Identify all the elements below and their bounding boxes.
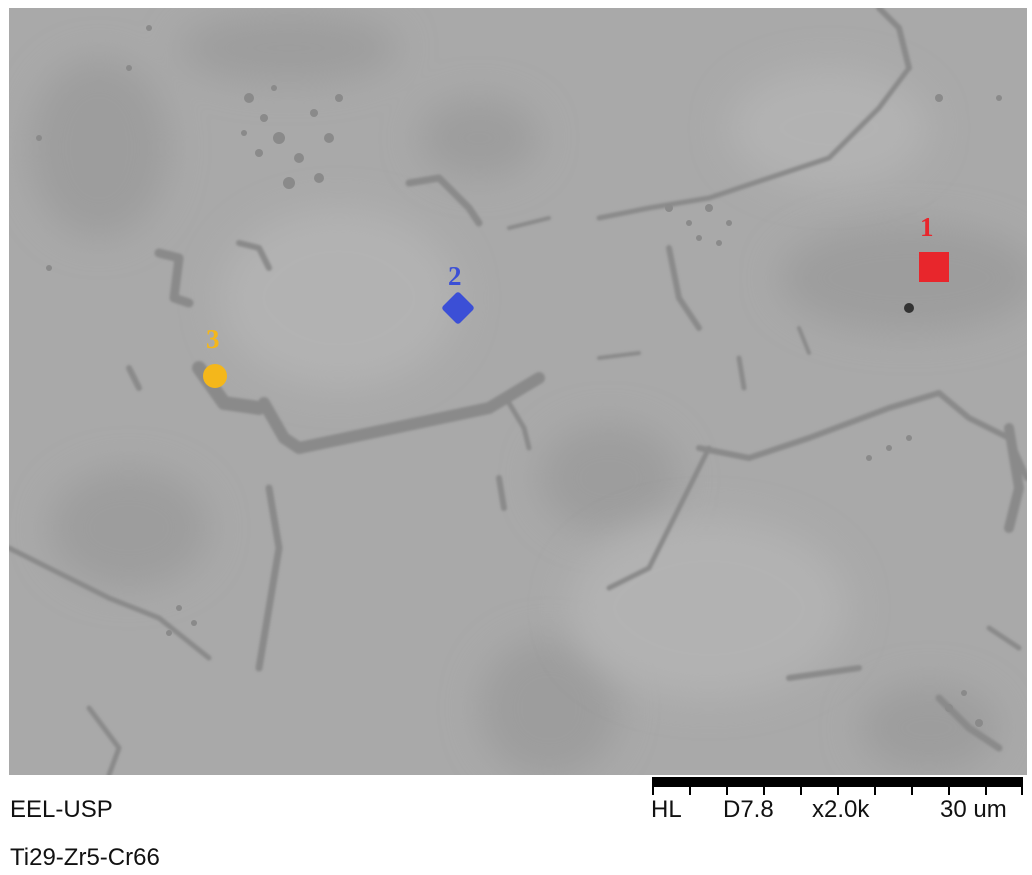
scale-bar-ticks <box>652 787 1023 795</box>
micrograph-image: 1 2 3 <box>9 8 1027 775</box>
marker-3-label: 3 <box>206 324 220 354</box>
magnification-label: x2.0k <box>812 796 870 823</box>
micrograph-texture <box>9 8 1027 775</box>
marker-1-square-icon <box>919 252 949 282</box>
sample-label: Ti29-Zr5-Cr66 <box>10 844 160 871</box>
lab-label: EEL-USP <box>10 796 113 823</box>
marker-1-label: 1 <box>920 212 934 242</box>
mode-label: HL <box>651 796 682 823</box>
marker-2-label: 2 <box>448 261 462 291</box>
marker-3-circle-icon <box>203 364 227 388</box>
scale-bar <box>652 777 1023 787</box>
distance-label: D7.8 <box>723 796 774 823</box>
sem-info-bar <box>0 775 1032 875</box>
scale-label: 30 um <box>940 796 1007 823</box>
